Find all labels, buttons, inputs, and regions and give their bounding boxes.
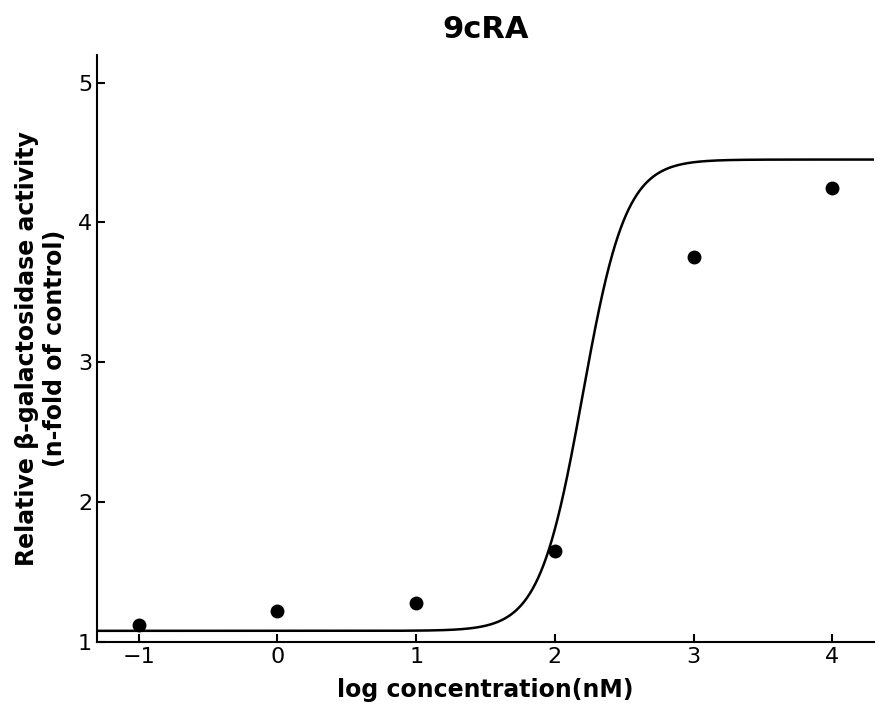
Point (132, 619, 146, 631)
Title: 9cRA: 9cRA (442, 15, 529, 44)
X-axis label: log concentration(nM): log concentration(nM) (337, 678, 634, 702)
Point (686, 252, 701, 263)
Point (825, 182, 839, 194)
Point (409, 597, 423, 609)
Point (548, 546, 562, 557)
Point (270, 606, 284, 617)
Y-axis label: Relative β-galactosidase activity
(n-fold of control): Relative β-galactosidase activity (n-fol… (15, 131, 67, 566)
